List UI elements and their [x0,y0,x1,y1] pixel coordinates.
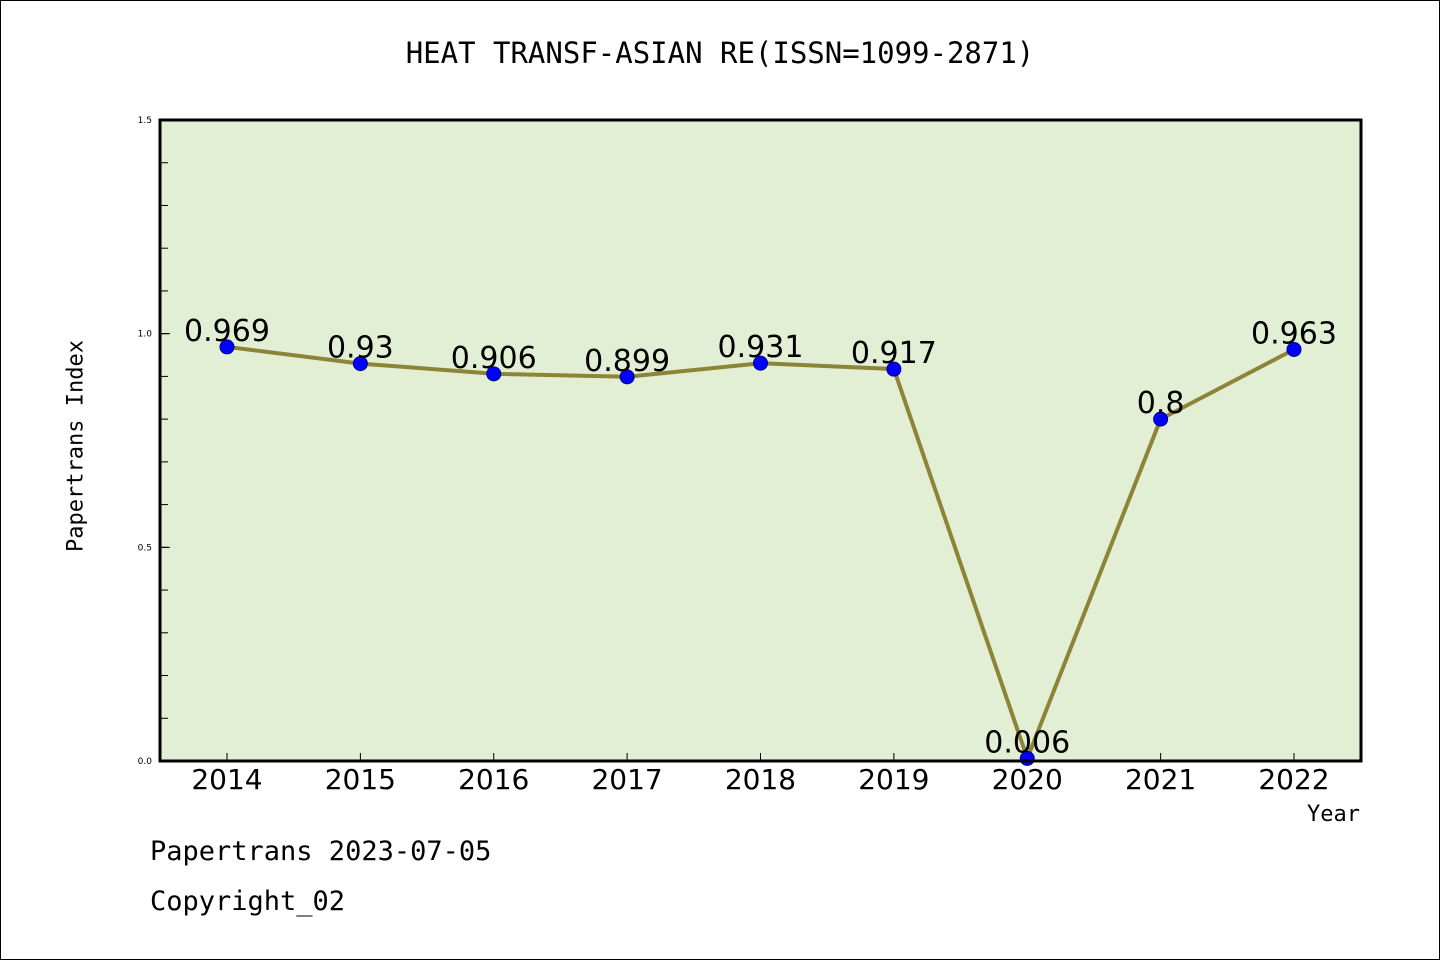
y-tick-label: 0.5 [138,543,152,553]
x-tick-label: 2019 [858,763,929,796]
x-tick-label: 2021 [1125,763,1196,796]
x-tick-label: 2014 [191,763,262,796]
footer-date: Papertrans 2023-07-05 [150,836,492,867]
data-label: 0.917 [851,336,937,371]
footer-copyright: Copyright_02 [150,886,346,917]
data-point [1286,341,1302,357]
data-point [886,361,902,377]
data-label: 0.963 [1251,316,1337,351]
x-axis-label: Year [1307,802,1360,827]
data-point [619,369,635,385]
data-point [1153,411,1169,427]
data-point [753,355,768,371]
data-labels: 0.969 0.93 0.906 0.899 0.931 0.917 0.006 0.8 0.9… [184,314,1337,761]
x-axis: 2014 2015 2016 2017 2018 2019 2020 2021 2022 [191,753,1330,796]
data-label: 0.8 [1137,386,1185,421]
data-label: 0.969 [184,314,270,349]
x-tick-label: 2015 [325,763,396,796]
y-tick-label: 1.0 [138,330,153,340]
plot-border [158,118,1363,763]
data-point [486,366,502,382]
x-tick-label: 2020 [992,763,1063,796]
data-points [219,339,1302,766]
x-tick-label: 2017 [591,763,662,796]
data-label: 0.906 [451,341,537,376]
x-tick-label: 2016 [458,763,529,796]
data-point [352,356,368,372]
plot-area [160,120,1361,761]
data-label: 0.006 [984,725,1070,760]
data-label: 0.931 [718,330,804,365]
chart-title: HEAT TRANSF-ASIAN RE(ISSN=1099-2871) [405,36,1035,70]
x-tick-label: 2022 [1258,763,1329,796]
data-point [219,339,235,355]
y-tick-label: 0.0 [138,757,153,767]
data-label: 0.93 [327,331,394,366]
y-tick-label: 1.5 [138,116,152,126]
x-tick-label: 2018 [725,763,796,796]
data-label: 0.899 [584,344,670,379]
